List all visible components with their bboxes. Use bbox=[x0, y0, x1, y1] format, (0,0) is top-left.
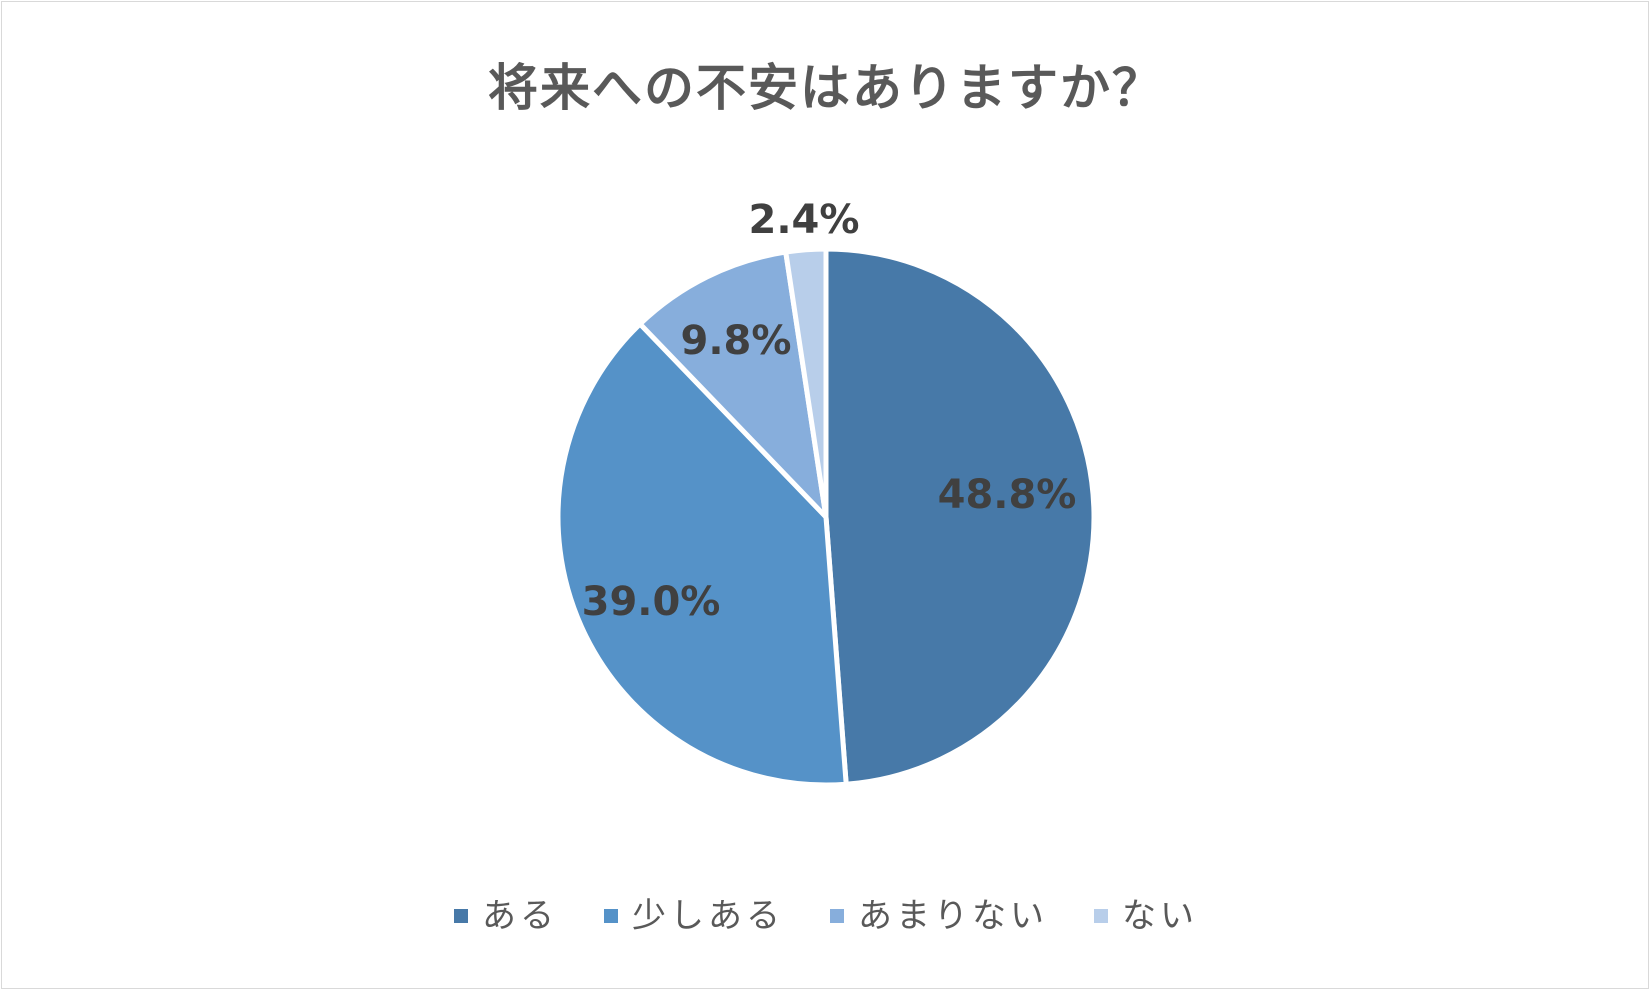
pie-slice-1 bbox=[823, 246, 1097, 787]
data-label-1: 48.8% bbox=[938, 472, 1077, 518]
legend-item-3: あまりない bbox=[830, 893, 1048, 939]
pie-slice-2 bbox=[555, 321, 849, 788]
legend-label-2: 少しある bbox=[632, 896, 784, 936]
legend-item-2: 少しある bbox=[604, 893, 784, 939]
legend-label-4: ない bbox=[1122, 896, 1198, 936]
legend-swatch-4 bbox=[1094, 909, 1108, 923]
legend-swatch-2 bbox=[604, 909, 618, 923]
legend-item-4: ない bbox=[1094, 893, 1198, 939]
chart-legend: ある 少しある あまりない ない bbox=[0, 893, 1652, 939]
legend-swatch-3 bbox=[830, 909, 844, 923]
legend-item-1: ある bbox=[454, 893, 558, 939]
data-label-3: 9.8% bbox=[681, 318, 792, 364]
legend-label-1: ある bbox=[482, 896, 558, 936]
legend-label-3: あまりない bbox=[858, 896, 1048, 936]
chart-title: 将来への不安はありますか？ bbox=[488, 59, 1164, 117]
data-label-4: 2.4% bbox=[749, 197, 860, 243]
pie-slices bbox=[555, 246, 1097, 788]
pie-data-labels: 48.8% 39.0% 9.8% 2.4% bbox=[582, 197, 1077, 625]
pie-slice-3 bbox=[637, 249, 829, 520]
pie-slice-4 bbox=[783, 246, 829, 520]
legend-swatch-1 bbox=[454, 909, 468, 923]
data-label-2: 39.0% bbox=[582, 579, 721, 625]
